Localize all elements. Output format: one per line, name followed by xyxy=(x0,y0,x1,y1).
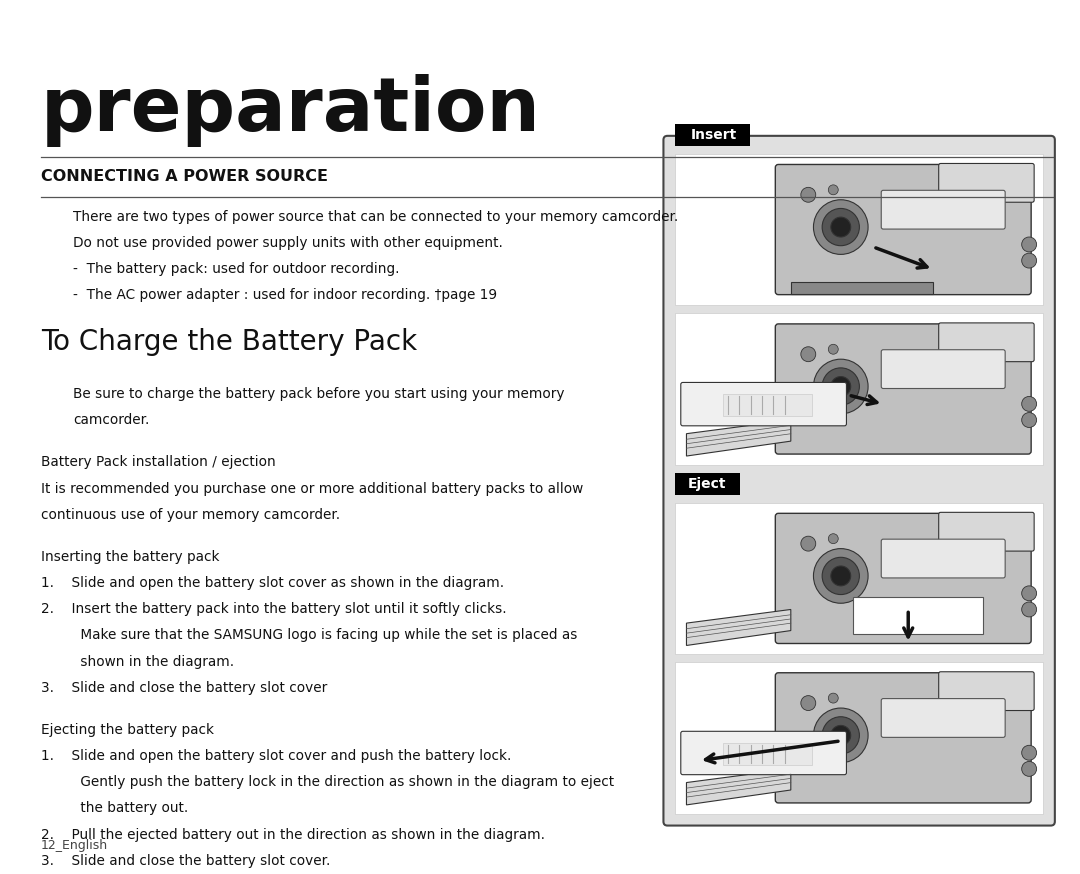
Text: 3.    Slide and close the battery slot cover.: 3. Slide and close the battery slot cove… xyxy=(41,854,330,868)
Circle shape xyxy=(822,368,860,406)
Circle shape xyxy=(1022,602,1037,617)
Circle shape xyxy=(828,344,838,354)
Bar xyxy=(675,662,1043,814)
Text: preparation: preparation xyxy=(41,74,541,148)
Circle shape xyxy=(831,725,851,746)
Circle shape xyxy=(813,200,868,254)
Bar xyxy=(675,124,751,146)
Bar xyxy=(724,394,812,416)
Text: To Charge the Battery Pack: To Charge the Battery Pack xyxy=(41,328,417,356)
Circle shape xyxy=(1022,746,1037,760)
Circle shape xyxy=(801,187,815,202)
Circle shape xyxy=(822,558,860,594)
FancyBboxPatch shape xyxy=(939,672,1035,711)
Text: 12_English: 12_English xyxy=(41,839,108,852)
Circle shape xyxy=(828,534,838,544)
Circle shape xyxy=(1022,253,1037,268)
Polygon shape xyxy=(687,769,791,805)
Text: Ejecting the battery pack: Ejecting the battery pack xyxy=(41,723,214,737)
Text: Be sure to charge the battery pack before you start using your memory: Be sure to charge the battery pack befor… xyxy=(73,387,565,401)
FancyBboxPatch shape xyxy=(881,698,1005,738)
Circle shape xyxy=(1022,397,1037,412)
Text: continuous use of your memory camcorder.: continuous use of your memory camcorder. xyxy=(41,508,340,522)
Circle shape xyxy=(822,208,860,246)
Text: Insert: Insert xyxy=(690,128,737,142)
Circle shape xyxy=(822,717,860,754)
Text: -  The AC power adapter : used for indoor recording. †page 19: - The AC power adapter : used for indoor… xyxy=(73,288,498,302)
Bar xyxy=(675,503,1043,654)
Text: shown in the diagram.: shown in the diagram. xyxy=(41,655,234,669)
Circle shape xyxy=(831,377,851,397)
FancyBboxPatch shape xyxy=(939,163,1035,202)
Polygon shape xyxy=(687,609,791,646)
Text: Gently push the battery lock in the direction as shown in the diagram to eject: Gently push the battery lock in the dire… xyxy=(41,775,615,789)
Polygon shape xyxy=(687,420,791,456)
Bar xyxy=(791,281,933,294)
Text: the battery out.: the battery out. xyxy=(41,801,188,815)
Bar xyxy=(853,597,983,635)
Circle shape xyxy=(831,566,851,586)
Circle shape xyxy=(828,693,838,703)
Bar xyxy=(675,154,1043,305)
Text: camcorder.: camcorder. xyxy=(73,413,150,427)
FancyBboxPatch shape xyxy=(881,350,1005,389)
Circle shape xyxy=(801,536,815,551)
Text: Inserting the battery pack: Inserting the battery pack xyxy=(41,550,219,564)
Bar xyxy=(675,473,741,495)
Text: 1.    Slide and open the battery slot cover as shown in the diagram.: 1. Slide and open the battery slot cover… xyxy=(41,576,504,590)
FancyBboxPatch shape xyxy=(775,164,1031,295)
FancyBboxPatch shape xyxy=(775,513,1031,643)
Text: 1.    Slide and open the battery slot cover and push the battery lock.: 1. Slide and open the battery slot cover… xyxy=(41,749,512,763)
Circle shape xyxy=(1022,413,1037,427)
Text: Do not use provided power supply units with other equipment.: Do not use provided power supply units w… xyxy=(73,236,503,250)
FancyBboxPatch shape xyxy=(663,135,1055,826)
Text: CONNECTING A POWER SOURCE: CONNECTING A POWER SOURCE xyxy=(41,169,328,184)
Circle shape xyxy=(1022,586,1037,600)
FancyBboxPatch shape xyxy=(775,673,1031,803)
Circle shape xyxy=(813,708,868,763)
Circle shape xyxy=(813,359,868,413)
FancyBboxPatch shape xyxy=(881,539,1005,578)
Text: Make sure that the SAMSUNG logo is facing up while the set is placed as: Make sure that the SAMSUNG logo is facin… xyxy=(41,628,578,642)
Text: -  The battery pack: used for outdoor recording.: - The battery pack: used for outdoor rec… xyxy=(73,262,400,276)
FancyBboxPatch shape xyxy=(775,324,1031,454)
FancyBboxPatch shape xyxy=(680,383,847,426)
Bar xyxy=(724,743,812,765)
FancyBboxPatch shape xyxy=(680,732,847,774)
Text: There are two types of power source that can be connected to your memory camcord: There are two types of power source that… xyxy=(73,210,678,224)
Bar xyxy=(675,313,1043,465)
Circle shape xyxy=(1022,237,1037,252)
Circle shape xyxy=(1022,761,1037,776)
Text: 3.    Slide and close the battery slot cover: 3. Slide and close the battery slot cove… xyxy=(41,681,327,695)
Circle shape xyxy=(801,347,815,362)
Circle shape xyxy=(813,549,868,603)
Text: 2.    Pull the ejected battery out in the direction as shown in the diagram.: 2. Pull the ejected battery out in the d… xyxy=(41,828,545,842)
FancyBboxPatch shape xyxy=(939,323,1035,362)
Circle shape xyxy=(831,217,851,237)
Text: 2.    Insert the battery pack into the battery slot until it softly clicks.: 2. Insert the battery pack into the batt… xyxy=(41,602,507,616)
Circle shape xyxy=(801,696,815,711)
Circle shape xyxy=(828,185,838,195)
FancyBboxPatch shape xyxy=(939,512,1035,551)
Text: Battery Pack installation / ejection: Battery Pack installation / ejection xyxy=(41,455,275,469)
Text: It is recommended you purchase one or more additional battery packs to allow: It is recommended you purchase one or mo… xyxy=(41,482,583,496)
FancyBboxPatch shape xyxy=(881,191,1005,229)
Text: Eject: Eject xyxy=(688,476,727,490)
